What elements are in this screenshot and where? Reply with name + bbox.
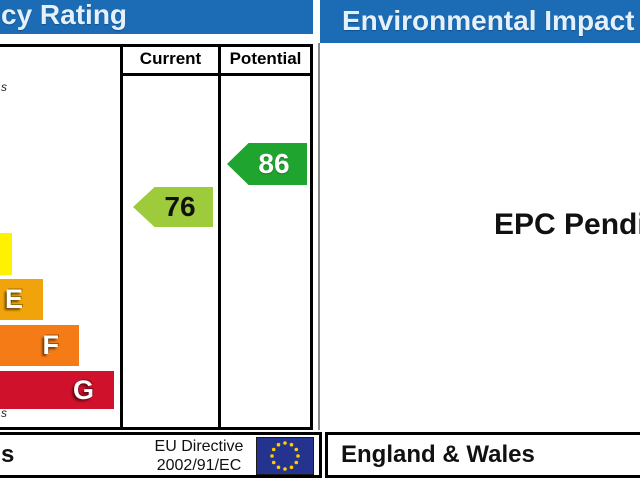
current-label: Current bbox=[139, 48, 202, 68]
potential-rating-value: 86 bbox=[258, 148, 290, 179]
caption-top-fragment: s bbox=[1, 80, 7, 94]
band-g: G bbox=[0, 371, 114, 409]
eu-flag-stars bbox=[270, 441, 300, 471]
table-header-underline bbox=[120, 73, 313, 76]
band-f-letter: F bbox=[42, 330, 60, 360]
potential-label: Potential bbox=[229, 48, 302, 68]
region-fragment: s bbox=[1, 441, 15, 468]
current-column-header: Current bbox=[123, 44, 218, 73]
table-divider-mid bbox=[218, 44, 221, 430]
table-right-border bbox=[310, 44, 313, 430]
panel-divider bbox=[318, 43, 320, 430]
potential-column-header: Potential bbox=[221, 44, 310, 73]
potential-rating-arrow: 86 bbox=[227, 143, 307, 185]
caption-bottom-fragment: s bbox=[1, 406, 7, 420]
band-f: F bbox=[0, 325, 79, 366]
eu-directive-text: EU Directive 2002/91/EC bbox=[140, 437, 258, 475]
current-rating-value: 76 bbox=[164, 191, 196, 222]
table-top-border bbox=[0, 44, 313, 47]
band-e: E bbox=[0, 279, 43, 320]
band-e-letter: E bbox=[4, 284, 23, 314]
energy-rating-title: cy Rating bbox=[1, 0, 128, 30]
england-wales-box: England & Wales bbox=[325, 432, 640, 478]
table-bottom-border bbox=[0, 427, 313, 430]
environmental-impact-title-bar: Environmental Impact bbox=[320, 0, 640, 43]
eu-directive-line1: EU Directive bbox=[154, 438, 244, 455]
band-d: D bbox=[0, 233, 12, 275]
table-divider-left bbox=[120, 44, 123, 430]
eu-flag-icon bbox=[256, 437, 314, 475]
current-rating-arrow: 76 bbox=[133, 187, 213, 227]
environmental-impact-title: Environmental Impact bbox=[342, 5, 635, 36]
band-g-letter: G bbox=[72, 374, 94, 405]
energy-rating-title-bar: cy Rating bbox=[0, 0, 313, 34]
epc-pending-status: EPC Pending bbox=[494, 208, 640, 241]
england-wales-label: England & Wales bbox=[341, 441, 535, 468]
eu-directive-line2: 2002/91/EC bbox=[156, 457, 242, 474]
